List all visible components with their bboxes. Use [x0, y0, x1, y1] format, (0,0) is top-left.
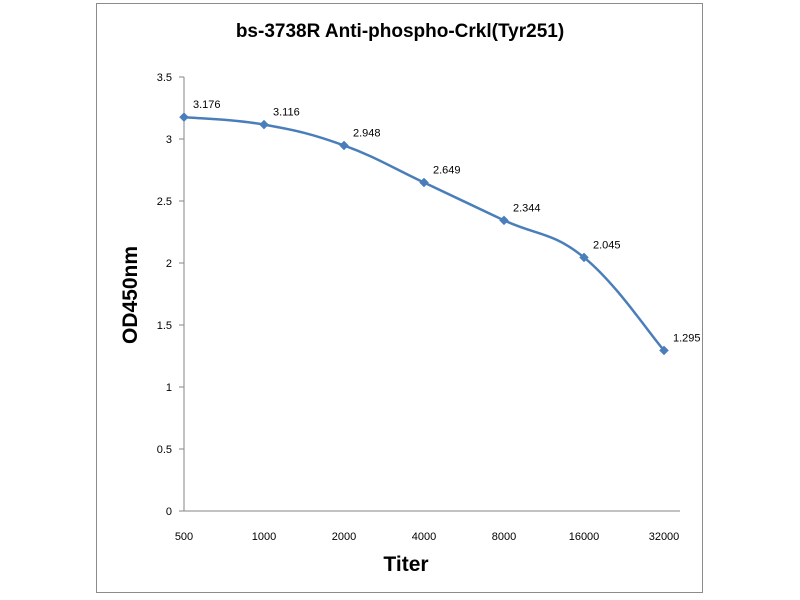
x-tick-label: 4000 — [412, 531, 436, 543]
data-point-marker — [659, 345, 669, 356]
y-tick-label: 0.5 — [157, 444, 172, 456]
x-tick-label: 500 — [175, 531, 193, 543]
chart-title: bs-3738R Anti-phospho-Crkl(Tyr251) — [236, 21, 564, 42]
y-axis-ticks: 0 0.5 1 1.5 2 2.5 3 3.5 — [157, 72, 184, 518]
series-markers — [179, 112, 669, 356]
data-point-marker — [179, 112, 189, 123]
data-point-marker — [579, 252, 589, 263]
x-tick-label: 8000 — [492, 531, 516, 543]
y-tick-label: 2.5 — [157, 196, 172, 208]
series-line — [182, 115, 666, 352]
x-tick-label: 1000 — [252, 531, 276, 543]
data-point-label: 3.176 — [193, 99, 221, 111]
data-point-label: 2.649 — [433, 165, 461, 177]
data-point-label: 2.948 — [353, 127, 381, 139]
data-point-label: 2.344 — [513, 202, 541, 214]
x-tick-label: 2000 — [332, 531, 356, 543]
data-point-label: 2.045 — [593, 239, 621, 251]
y-tick-label: 1.5 — [157, 320, 172, 332]
data-point-label: 3.116 — [273, 107, 300, 119]
data-point-marker — [259, 119, 269, 130]
y-tick-label: 2 — [166, 258, 172, 270]
x-tick-label: 16000 — [569, 531, 600, 543]
y-tick-label: 3.5 — [157, 72, 172, 84]
data-point-marker — [339, 140, 349, 151]
chart-frame — [96, 3, 703, 593]
y-tick-label: 1 — [166, 382, 172, 394]
y-axis-title: OD450nm — [119, 246, 142, 344]
y-tick-label: 3 — [166, 134, 172, 146]
x-axis-ticks: 500 1000 2000 4000 8000 16000 32000 — [175, 531, 679, 543]
data-point-label: 1.295 — [673, 332, 701, 344]
data-point-marker — [419, 177, 429, 188]
data-labels: 3.176 3.116 2.948 2.649 2.344 2.045 1.295 — [193, 99, 701, 344]
x-axis-title: Titer — [383, 553, 428, 576]
data-point-marker — [499, 215, 509, 226]
y-tick-label: 0 — [166, 506, 172, 518]
x-tick-label: 32000 — [649, 531, 680, 543]
